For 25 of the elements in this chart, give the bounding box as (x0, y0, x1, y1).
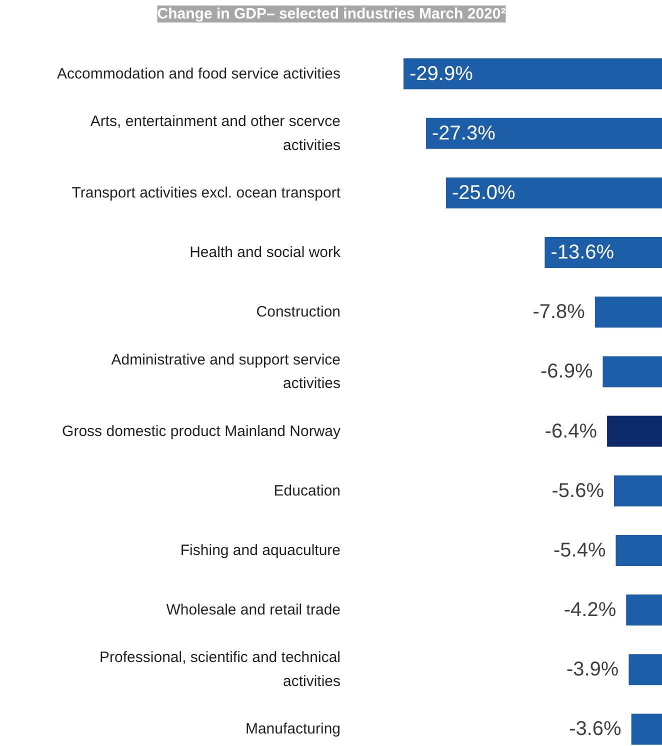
y-tick-label: Fishing and aquaculture (180, 542, 340, 559)
data-label: -6.9% (540, 360, 593, 383)
data-label: -5.6% (552, 480, 604, 502)
data-label: -4.2% (564, 599, 616, 622)
y-tick-label: Transport activities excl. ocean transport (72, 184, 342, 202)
data-label: -5.4% (553, 539, 606, 562)
data-label: -7.8% (532, 301, 586, 324)
y-tick-label: Education (274, 482, 340, 500)
data-label: -29.9% (410, 62, 474, 85)
y-tick-label: Arts, entertainment and other scervce activities (90, 112, 341, 154)
y-tick-label: Health and social work (190, 244, 341, 262)
data-label: -3.6% (569, 718, 622, 740)
data-label: -3.9% (566, 658, 619, 681)
y-tick-label: Professional, scientific and technical activities (100, 649, 341, 690)
data-label: -25.0% (452, 182, 516, 204)
y-tick-label: Administrative and support service activities (111, 351, 341, 392)
data-label: -13.6% (550, 242, 614, 264)
data-label: -27.3% (432, 122, 496, 144)
data-label: -6.4% (544, 420, 598, 442)
y-tick-label: Manufacturing (245, 720, 341, 738)
chart-title: Change in GDP– selected industries March 2020² (157, 6, 506, 22)
y-tick-label: Gross domestic product Mainland Norway (62, 422, 341, 440)
y-tick-label: Wholesale and retail trade (166, 602, 340, 619)
y-tick-label: Accommodation and food service activities (57, 65, 341, 82)
y-tick-label: Construction (256, 304, 341, 321)
